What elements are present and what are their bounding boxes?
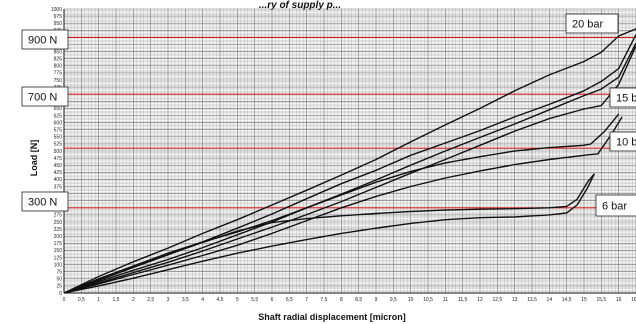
y-tick-label: 625 [54,113,63,119]
x-tick-label: 16,5 [631,297,636,303]
y-tick-label: 200 [54,234,63,240]
x-tick-label: 14,5 [562,297,572,303]
x-tick-label: 15 [581,297,587,303]
x-tick-label: 1,5 [113,297,120,303]
x-tick-label: 12 [477,297,483,303]
x-tick-label: 11 [443,297,448,303]
y-tick-label: 1000 [51,7,62,13]
x-tick-label: 13,5 [527,297,537,303]
x-tick-label: 14 [547,297,553,303]
callout-20bar-box [565,13,619,34]
y-tick-label: 125 [54,255,63,261]
x-tick-label: 9 [375,297,378,303]
x-tick-label: 2,5 [147,297,154,303]
callout-700n-text: 700 N [28,92,57,104]
x-tick-label: 4 [201,297,204,303]
callout-900n-text: 900 N [28,35,57,47]
y-tick-label: 275 [54,213,63,219]
y-tick-label: 600 [54,120,63,126]
callout-700n-box [21,86,69,107]
callout-300n-box [21,191,69,212]
series-lines [63,28,636,294]
callout-15bar-box [609,87,636,108]
y-tick-label: 500 [54,149,63,155]
callout-6bar-text: 6 bar [602,201,627,213]
x-tick-label: 0,5 [78,297,85,303]
y-tick-label: 0 [59,291,62,297]
y-tick-label: 250 [54,220,63,226]
series-line [63,173,595,294]
y-tick-label: 950 [54,21,63,27]
y-tick-label: 525 [54,142,63,148]
y-tick-label: 825 [54,57,63,63]
x-tick-label: 6,5 [286,297,293,303]
series-line [63,28,636,294]
x-tick-label: 10 [408,297,414,303]
x-tick-label: 15,5 [596,297,606,303]
x-tick-label: 7,5 [321,297,328,303]
x-tick-label: 5 [236,297,239,303]
x-tick-label: 3 [167,297,170,303]
y-tick-label: 450 [54,163,63,169]
y-tick-label: 100 [54,262,63,268]
y-tick-labels: 0255075100125150175200225250275300325350… [51,7,62,297]
x-tick-label: 9,5 [390,297,397,303]
callout-10bar-text: 10 b [616,137,636,149]
callouts: 900 N 700 N 300 N 20 bar 15 b 10 b 6 bar [21,13,636,217]
x-tick-label: 16 [616,297,622,303]
y-tick-label: 25 [56,284,62,290]
chart-grid [63,8,636,294]
x-axis-title: Shaft radial displacement [micron] [258,312,406,322]
y-tick-label: 750 [54,78,63,84]
x-tick-label: 10,5 [423,297,433,303]
y-tick-label: 975 [54,14,63,20]
x-tick-label: 8,5 [355,297,362,303]
x-tick-label: 7 [305,297,308,303]
y-tick-label: 775 [54,71,63,77]
series-line [63,116,623,294]
series-line [63,113,620,294]
y-tick-label: 375 [54,184,63,190]
series-line [63,173,596,294]
x-tick-label: 4,5 [217,297,224,303]
y-tick-label: 850 [54,49,63,55]
y-tick-label: 475 [54,156,63,162]
y-tick-label: 150 [54,248,63,254]
y-tick-label: 575 [54,128,63,134]
callout-300n-text: 300 N [28,197,57,209]
callout-20bar-text: 20 bar [572,19,604,31]
x-tick-label: 1 [97,297,100,303]
x-tick-label: 11,5 [458,297,468,303]
y-tick-label: 400 [54,177,63,183]
y-tick-label: 800 [54,64,63,70]
y-tick-label: 425 [54,170,63,176]
y-tick-label: 50 [56,277,62,283]
x-tick-label: 5,5 [251,297,258,303]
x-tick-label: 8 [340,297,343,303]
y-tick-label: 225 [54,227,63,233]
x-tick-label: 6 [271,297,274,303]
x-tick-label: 2 [132,297,135,303]
callout-15bar-text: 15 b [616,93,636,105]
callout-10bar-box [609,131,636,152]
x-tick-labels: 0 0,5 1 1,5 2 2,5 3 3,5 4 4,5 5 5,5 6 6,5 7 7,5 8 8,5 9 9,5… [63,297,636,303]
x-tick-label: 13 [512,297,518,303]
x-tick-label: 3,5 [182,297,189,303]
x-tick-label: 0 [63,297,66,303]
chart-title: ...ry of supply p... [259,0,341,11]
y-tick-label: 75 [56,270,62,276]
series-line [63,45,636,294]
series-line [63,42,636,294]
x-tick-label: 12,5 [492,297,502,303]
callout-6bar-box [595,194,636,217]
y-tick-label: 550 [54,135,63,141]
callout-900n-box [21,29,69,50]
y-tick-label: 175 [54,241,63,247]
y-axis-title: Load [N] [29,140,39,177]
y-tick-label: 650 [54,106,63,112]
